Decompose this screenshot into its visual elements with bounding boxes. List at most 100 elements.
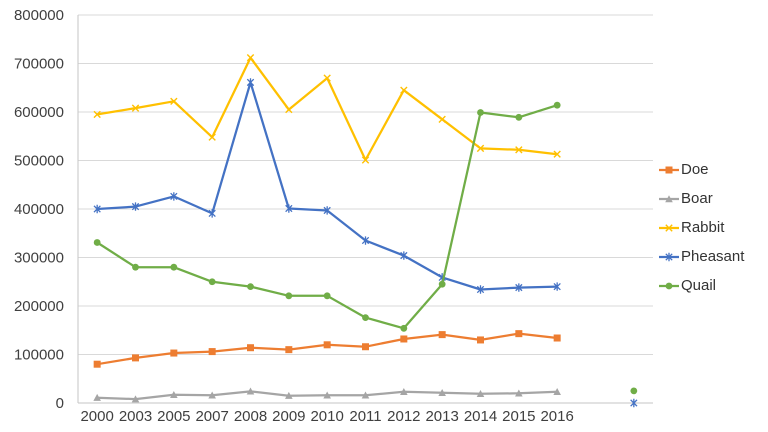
y-tick-label: 800000: [14, 7, 64, 24]
series-doe: [93, 330, 561, 368]
marker-boar: [246, 387, 255, 395]
marker-pheasant: [400, 251, 408, 260]
marker-boar: [323, 391, 331, 399]
y-tick-label: 500000: [14, 153, 64, 170]
x-tick-label: 2012: [387, 408, 420, 425]
legend-marker-icon: [659, 194, 679, 202]
marker-boar: [361, 391, 370, 399]
marker-pheasant: [515, 283, 523, 292]
marker-quail: [515, 113, 523, 121]
legend-item-rabbit: Rabbit: [659, 213, 744, 242]
x-tick-label: 2011: [349, 408, 381, 425]
marker-doe: [247, 344, 254, 352]
legend-label-pheasant: Pheasant: [681, 248, 745, 265]
series-boar: [93, 387, 561, 403]
legend-label-boar: Boar: [681, 190, 713, 207]
x-tick-label: 2000: [80, 408, 113, 425]
marker-rabbit-legend: [665, 223, 673, 232]
legend-label-quail: Quail: [681, 277, 717, 294]
series-line-rabbit: [97, 56, 558, 162]
y-tick-label: 400000: [14, 201, 64, 218]
marker-rabbit: [361, 156, 370, 164]
marker-quail: [247, 283, 254, 290]
marker-quail: [285, 292, 293, 300]
y-tick-label: 0: [56, 395, 64, 412]
marker-quail: [362, 314, 369, 322]
x-tick-label: 2016: [540, 408, 573, 425]
marker-pheasant: [285, 204, 293, 213]
y-tick-label: 200000: [14, 298, 64, 315]
marker-quail: [323, 292, 331, 300]
marker-boar: [285, 391, 293, 399]
marker-boar: [515, 389, 523, 397]
marker-quail: [630, 387, 638, 395]
legend-label-doe: Doe: [681, 161, 709, 178]
marker-rabbit: [323, 74, 331, 82]
marker-doe: [362, 343, 369, 351]
marker-rabbit: [515, 146, 523, 154]
marker-pheasant-legend: [665, 252, 673, 261]
marker-pheasant: [208, 209, 216, 218]
marker-quail: [400, 324, 408, 332]
marker-quail: [477, 109, 484, 116]
legend-marker-icon: [659, 166, 679, 173]
x-tick-label: 2015: [502, 408, 535, 425]
legend-marker-icon: [659, 252, 679, 261]
marker-rabbit: [553, 150, 561, 158]
x-tick-label: 2005: [157, 408, 190, 425]
x-tick-label: 2008: [234, 408, 267, 425]
chart-legend: Doe Boar Rabbit Pheasant Quail: [659, 155, 744, 300]
marker-quail: [132, 263, 139, 271]
x-tick-label: 2014: [464, 408, 497, 425]
legend-label-rabbit: Rabbit: [681, 219, 725, 236]
legend-item-boar: Boar: [659, 184, 744, 213]
marker-rabbit: [400, 86, 408, 94]
x-tick-label: 2010: [310, 408, 343, 425]
marker-pheasant: [170, 192, 178, 201]
marker-rabbit: [131, 104, 140, 112]
marker-pheasant: [246, 78, 255, 87]
legend-item-doe: Doe: [659, 155, 744, 184]
marker-doe: [93, 360, 101, 368]
x-tick-label: 2009: [272, 408, 305, 425]
marker-quail: [93, 239, 101, 246]
legend-item-quail: Quail: [659, 271, 744, 300]
y-tick-label: 300000: [14, 250, 64, 267]
legend-item-pheasant: Pheasant: [659, 242, 744, 271]
marker-pheasant: [630, 398, 638, 408]
marker-doe: [208, 348, 216, 356]
marker-doe: [285, 346, 293, 354]
marker-pheasant: [131, 202, 140, 211]
series-line-doe: [97, 332, 558, 366]
y-tick-label: 600000: [14, 104, 64, 121]
marker-boar: [553, 388, 561, 396]
y-tick-label: 100000: [14, 347, 64, 364]
marker-rabbit: [438, 115, 446, 123]
marker-boar: [438, 389, 446, 397]
marker-boar: [93, 393, 101, 401]
marker-doe: [438, 331, 446, 339]
marker-rabbit: [93, 110, 101, 119]
marker-pheasant: [323, 206, 331, 215]
marker-boar: [208, 391, 216, 399]
marker-rabbit: [208, 133, 216, 141]
series-rabbit: [93, 53, 561, 164]
marker-doe: [515, 330, 523, 338]
legend-marker-icon: [659, 282, 679, 289]
marker-rabbit: [170, 97, 178, 106]
marker-boar: [476, 389, 485, 397]
marker-doe: [170, 349, 178, 357]
marker-rabbit: [285, 105, 293, 114]
series-pheasant: [93, 78, 638, 408]
marker-doe: [132, 354, 139, 362]
marker-pheasant: [553, 282, 561, 291]
legend-marker-icon: [659, 223, 679, 232]
marker-doe-legend: [665, 166, 673, 173]
marker-doe: [553, 334, 561, 342]
marker-boar: [400, 388, 408, 396]
marker-rabbit: [476, 144, 485, 153]
x-tick-label: 2007: [195, 408, 228, 425]
marker-doe: [477, 336, 484, 344]
